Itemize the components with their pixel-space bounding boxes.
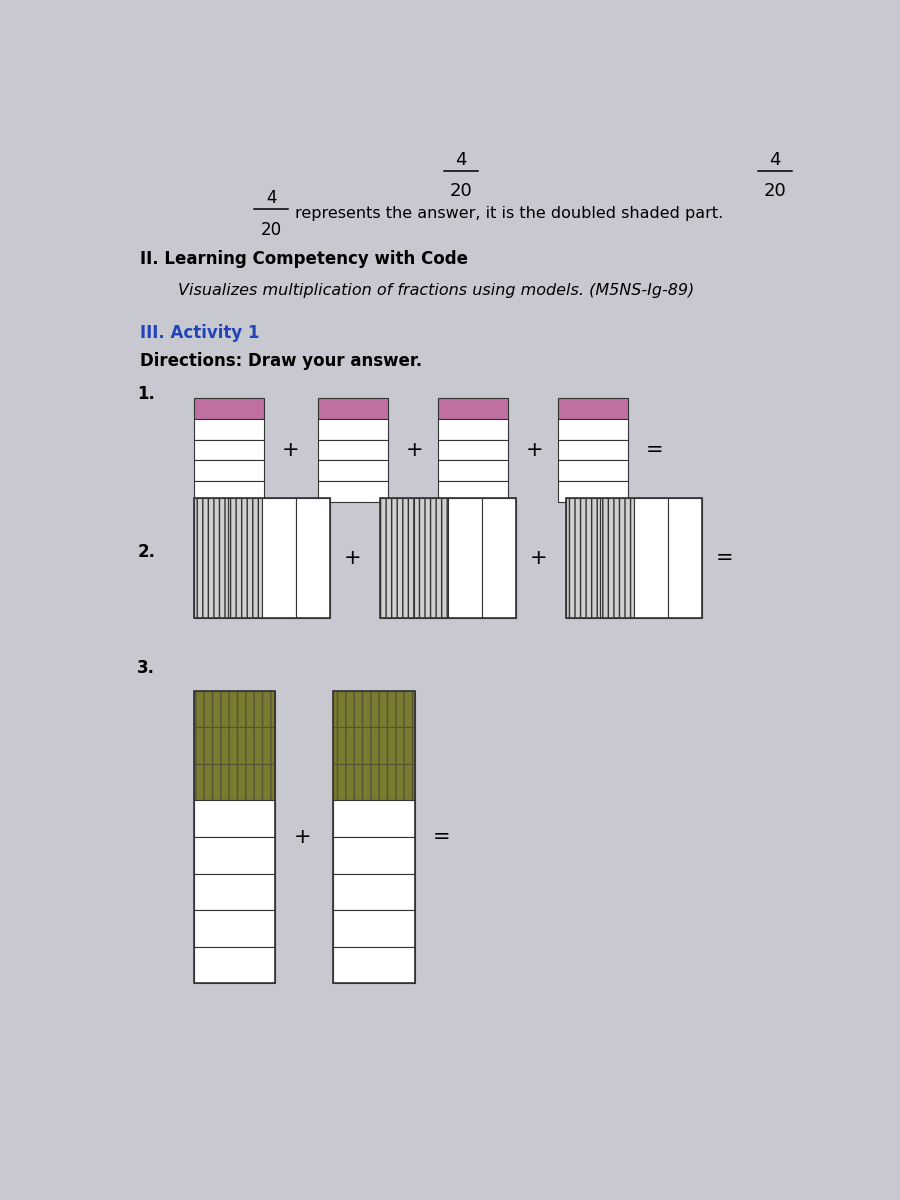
Bar — [194, 498, 329, 618]
Bar — [318, 419, 388, 439]
Bar — [438, 398, 508, 419]
Text: represents the answer, it is the doubled shaded part.: represents the answer, it is the doubled… — [294, 206, 723, 221]
Bar — [438, 481, 508, 502]
Text: 3.: 3. — [138, 659, 156, 677]
Bar — [333, 910, 415, 947]
Bar — [194, 419, 264, 439]
Text: 2.: 2. — [138, 544, 156, 562]
Bar — [194, 800, 275, 838]
Bar — [558, 439, 628, 461]
Bar — [194, 910, 275, 947]
Text: +: + — [293, 827, 311, 847]
Bar — [194, 481, 264, 502]
Bar — [262, 498, 295, 618]
Bar — [194, 398, 264, 419]
Bar — [566, 498, 599, 618]
Bar — [380, 498, 414, 618]
Text: +: + — [530, 548, 547, 568]
Bar — [194, 691, 275, 727]
Bar — [194, 874, 275, 910]
Text: =: = — [433, 827, 451, 847]
Text: +: + — [526, 440, 544, 460]
Bar — [194, 498, 228, 618]
Bar — [194, 691, 275, 983]
Bar — [318, 461, 388, 481]
Bar — [333, 691, 415, 983]
Bar — [318, 439, 388, 461]
Text: =: = — [646, 440, 664, 460]
Text: +: + — [406, 440, 424, 460]
Bar — [194, 439, 264, 461]
Bar — [194, 764, 275, 800]
Text: 20: 20 — [261, 221, 282, 239]
Bar — [194, 947, 275, 983]
Text: Visualizes multiplication of fractions using models. (M5NS-Ig-89): Visualizes multiplication of fractions u… — [178, 283, 695, 298]
Bar — [333, 764, 415, 800]
Bar — [228, 498, 262, 618]
Bar — [558, 419, 628, 439]
Text: 4: 4 — [770, 151, 781, 169]
Bar — [438, 439, 508, 461]
Text: 20: 20 — [450, 182, 472, 200]
Bar — [194, 727, 275, 764]
Bar — [318, 398, 388, 419]
Bar — [194, 461, 264, 481]
Text: 1.: 1. — [138, 385, 155, 403]
Bar — [558, 461, 628, 481]
Text: Directions: Draw your answer.: Directions: Draw your answer. — [140, 352, 422, 370]
Text: =: = — [716, 548, 733, 568]
Text: III. Activity 1: III. Activity 1 — [140, 324, 259, 342]
Bar — [194, 838, 275, 874]
Bar — [482, 498, 516, 618]
Bar — [558, 481, 628, 502]
Bar — [558, 398, 628, 419]
Bar — [414, 498, 447, 618]
Bar — [333, 727, 415, 764]
Bar — [599, 498, 634, 618]
Bar — [380, 498, 516, 618]
Bar — [447, 498, 482, 618]
Bar — [333, 874, 415, 910]
Bar — [318, 481, 388, 502]
Bar — [333, 947, 415, 983]
Bar — [333, 800, 415, 838]
Bar — [634, 498, 668, 618]
Text: II. Learning Competency with Code: II. Learning Competency with Code — [140, 251, 468, 269]
Bar — [566, 498, 701, 618]
Text: +: + — [282, 440, 300, 460]
Bar — [295, 498, 329, 618]
Bar — [333, 838, 415, 874]
Bar — [438, 461, 508, 481]
Bar — [668, 498, 701, 618]
Text: 4: 4 — [455, 151, 467, 169]
Text: 4: 4 — [266, 190, 276, 208]
Bar — [438, 419, 508, 439]
Text: 20: 20 — [764, 182, 787, 200]
Text: +: + — [344, 548, 362, 568]
Bar — [333, 691, 415, 727]
